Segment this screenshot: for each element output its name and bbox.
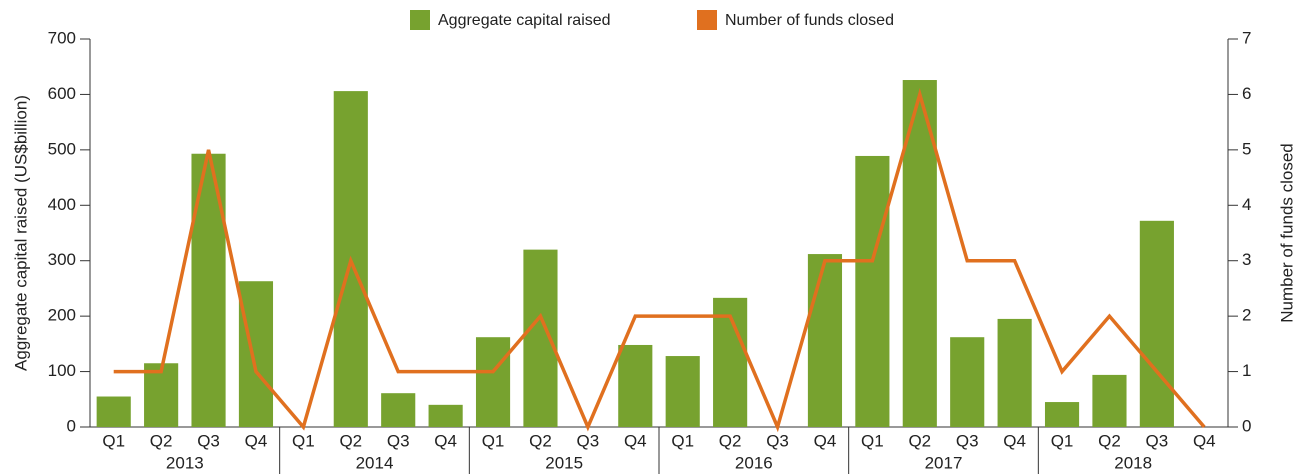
bar xyxy=(950,337,985,427)
bar xyxy=(523,249,558,427)
x-tick-label: Q2 xyxy=(339,431,362,450)
x-tick-label: Q1 xyxy=(292,431,315,450)
x-tick-label: Q3 xyxy=(577,431,600,450)
group-label: 2014 xyxy=(356,453,394,472)
y2-tick-label: 2 xyxy=(1242,306,1251,325)
y-tick-label: 300 xyxy=(48,250,76,269)
x-tick-label: Q1 xyxy=(861,431,884,450)
bar xyxy=(1044,402,1080,427)
bar xyxy=(997,318,1032,427)
y-axis-label: Aggregate capital raised (US$billion) xyxy=(11,95,30,371)
line xyxy=(113,88,1206,433)
y-tick-label: 600 xyxy=(48,84,76,103)
y2-tick-label: 3 xyxy=(1242,250,1251,269)
bar xyxy=(381,393,416,427)
x-tick-label: Q1 xyxy=(482,431,505,450)
y2-tick-label: 6 xyxy=(1242,84,1251,103)
y2-tick-label: 1 xyxy=(1242,361,1251,380)
x-tick-label: Q1 xyxy=(1051,431,1074,450)
bar xyxy=(96,396,131,427)
legend-label: Aggregate capital raised xyxy=(438,12,611,29)
x-tick-label: Q2 xyxy=(719,431,742,450)
x-tick-label: Q3 xyxy=(766,431,789,450)
x-tick-label: Q2 xyxy=(908,431,931,450)
legend-swatch xyxy=(410,10,430,30)
x-tick-label: Q4 xyxy=(814,431,837,450)
y2-tick-label: 5 xyxy=(1242,139,1251,158)
y-tick-label: 400 xyxy=(48,195,76,214)
bar xyxy=(238,281,274,427)
bar xyxy=(807,254,843,427)
bar xyxy=(475,337,511,427)
y2-tick-label: 7 xyxy=(1242,28,1251,47)
x-tick-label: Q4 xyxy=(434,431,457,450)
group-label: 2015 xyxy=(545,453,583,472)
bar xyxy=(618,344,653,427)
x-tick-label: Q3 xyxy=(956,431,979,450)
x-tick-label: Q4 xyxy=(245,431,268,450)
y-tick-label: 100 xyxy=(48,361,76,380)
x-tick-label: Q4 xyxy=(624,431,647,450)
bar xyxy=(144,363,179,427)
bar xyxy=(665,356,700,427)
y-tick-label: 0 xyxy=(67,416,76,435)
bar xyxy=(428,404,463,427)
x-tick-label: Q2 xyxy=(1098,431,1121,450)
x-tick-label: Q2 xyxy=(529,431,552,450)
bar xyxy=(191,153,226,428)
bar xyxy=(1139,220,1174,427)
x-tick-label: Q3 xyxy=(197,431,220,450)
y2-tick-label: 4 xyxy=(1242,195,1251,214)
x-tick-label: Q1 xyxy=(102,431,125,450)
x-tick-label: Q4 xyxy=(1193,431,1216,450)
x-tick-label: Q2 xyxy=(150,431,173,450)
group-label: 2017 xyxy=(925,453,963,472)
x-tick-label: Q3 xyxy=(1146,431,1169,450)
y2-tick-label: 0 xyxy=(1242,416,1251,435)
x-tick-label: Q1 xyxy=(671,431,694,450)
x-tick-label: Q4 xyxy=(1003,431,1026,450)
x-tick-label: Q3 xyxy=(387,431,410,450)
bar xyxy=(855,155,890,427)
legend-label: Number of funds closed xyxy=(725,12,894,29)
bar xyxy=(1092,374,1127,427)
group-label: 2016 xyxy=(735,453,773,472)
legend-swatch xyxy=(697,10,717,30)
y-tick-label: 700 xyxy=(48,28,76,47)
group-label: 2018 xyxy=(1114,453,1152,472)
y2-axis-label: Number of funds closed xyxy=(1277,143,1296,323)
y-tick-label: 200 xyxy=(48,306,76,325)
group-label: 2013 xyxy=(166,453,204,472)
y-tick-label: 500 xyxy=(48,139,76,158)
